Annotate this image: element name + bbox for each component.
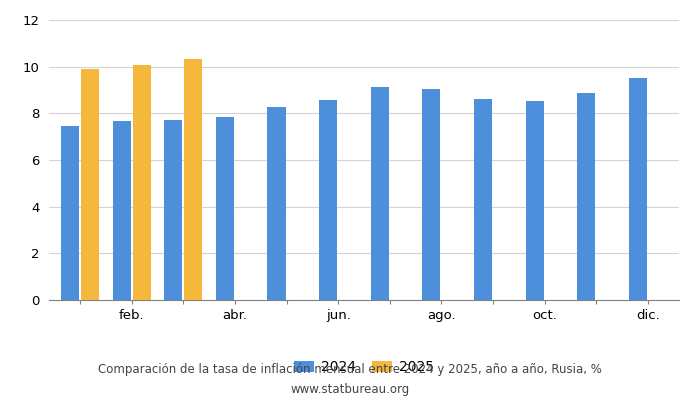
Bar [526, 101, 544, 300]
Text: Comparación de la tasa de inflación mensual entre 2024 y 2025, año a año, Rusia,: Comparación de la tasa de inflación mens… [98, 364, 602, 376]
Bar [629, 78, 647, 300]
Bar [474, 99, 492, 300]
Legend: 2024, 2025: 2024, 2025 [288, 354, 440, 380]
Bar [81, 68, 99, 300]
Bar [164, 120, 182, 300]
Bar [578, 93, 595, 300]
Bar [61, 126, 79, 300]
Text: www.statbureau.org: www.statbureau.org [290, 384, 410, 396]
Bar [216, 117, 234, 300]
Bar [113, 120, 131, 300]
Bar [319, 100, 337, 300]
Bar [371, 87, 388, 300]
Bar [267, 107, 286, 300]
Bar [184, 59, 202, 300]
Bar [133, 65, 150, 300]
Bar [422, 89, 440, 300]
